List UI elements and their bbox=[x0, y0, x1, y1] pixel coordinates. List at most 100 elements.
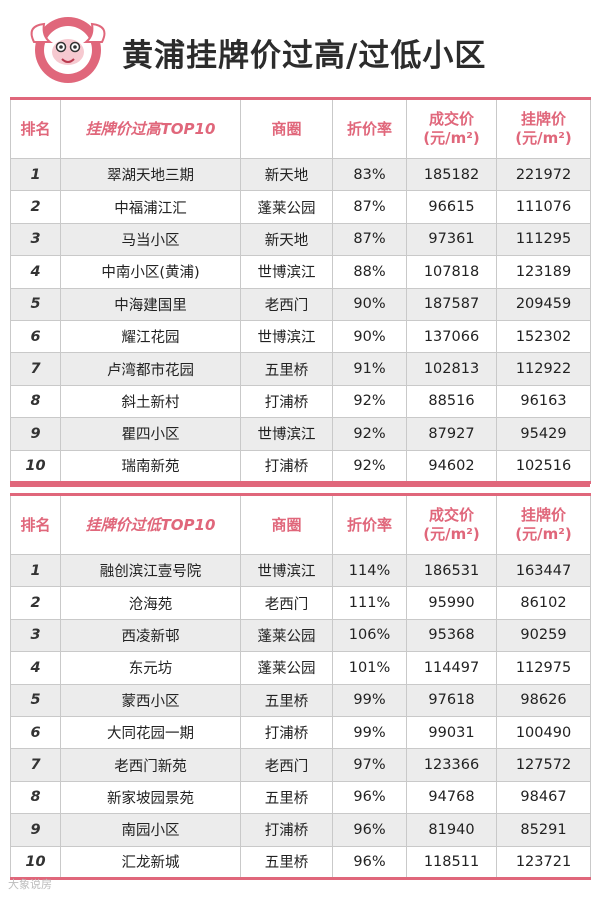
cell-list-price: 96163 bbox=[496, 384, 591, 419]
table-row: 6 大同花园一期 打浦桥 99% 99031 100490 bbox=[10, 715, 591, 750]
cell-rank: 7 bbox=[10, 352, 61, 386]
cell-deal-price: 123366 bbox=[406, 748, 497, 782]
cell-list-price: 111295 bbox=[496, 222, 591, 257]
table-row: 2 中福浦江汇 蓬莱公园 87% 96615 111076 bbox=[10, 190, 591, 224]
table-header-row: 排名 挂牌价过低TOP10 商圈 折价率 成交价 (元/m²) 挂牌价 (元/m²) bbox=[10, 493, 591, 555]
cell-discount-rate: 101% bbox=[332, 651, 407, 685]
table-row: 3 马当小区 新天地 87% 97361 111295 bbox=[10, 222, 591, 257]
cell-list-price: 111076 bbox=[496, 190, 591, 224]
cell-rank: 6 bbox=[10, 319, 61, 354]
page-header: 黄浦挂牌价过高/过低小区 bbox=[0, 0, 600, 95]
cell-discount-rate: 99% bbox=[332, 683, 407, 717]
cell-area: 打浦桥 bbox=[240, 813, 333, 847]
table-row: 7 老西门新苑 老西门 97% 123366 127572 bbox=[10, 748, 591, 782]
cell-list-price: 112975 bbox=[496, 651, 591, 685]
col-list-price-label: 挂牌价 bbox=[520, 506, 566, 524]
table-row: 1 翠湖天地三期 新天地 83% 185182 221972 bbox=[10, 157, 591, 192]
table-low-price: 排名 挂牌价过低TOP10 商圈 折价率 成交价 (元/m²) 挂牌价 (元/m²)… bbox=[10, 493, 591, 880]
cell-community-name: 中南小区(黄浦) bbox=[60, 255, 241, 289]
cell-deal-price: 97618 bbox=[406, 683, 497, 717]
cell-discount-rate: 111% bbox=[332, 586, 407, 620]
mascot-logo-icon bbox=[30, 17, 106, 83]
cell-discount-rate: 90% bbox=[332, 319, 407, 354]
cell-rank: 9 bbox=[10, 813, 61, 847]
cell-list-price: 152302 bbox=[496, 319, 591, 354]
cell-discount-rate: 96% bbox=[332, 845, 407, 880]
table-row: 10 汇龙新城 五里桥 96% 118511 123721 bbox=[10, 845, 591, 880]
cell-list-price: 98626 bbox=[496, 683, 591, 717]
cell-list-price: 90259 bbox=[496, 618, 591, 653]
cell-community-name: 中福浦江汇 bbox=[60, 190, 241, 224]
cell-community-name: 中海建国里 bbox=[60, 287, 241, 321]
col-discount: 折价率 bbox=[332, 493, 407, 555]
table-row: 2 沧海苑 老西门 111% 95990 86102 bbox=[10, 586, 591, 620]
cell-discount-rate: 96% bbox=[332, 813, 407, 847]
col-deal-price: 成交价 (元/m²) bbox=[406, 97, 497, 159]
cell-area: 蓬莱公园 bbox=[240, 190, 333, 224]
col-list-price-unit: (元/m²) bbox=[515, 129, 572, 147]
watermark-text: 大象说房 bbox=[8, 878, 52, 891]
cell-community-name: 翠湖天地三期 bbox=[60, 157, 241, 192]
cell-list-price: 123721 bbox=[496, 845, 591, 880]
cell-rank: 2 bbox=[10, 586, 61, 620]
cell-deal-price: 99031 bbox=[406, 715, 497, 750]
col-rank: 排名 bbox=[10, 97, 61, 159]
table-row: 8 新家坡园景苑 五里桥 96% 94768 98467 bbox=[10, 780, 591, 815]
table-row: 6 耀江花园 世博滨江 90% 137066 152302 bbox=[10, 319, 591, 354]
cell-area: 打浦桥 bbox=[240, 384, 333, 419]
cell-discount-rate: 87% bbox=[332, 222, 407, 257]
cell-discount-rate: 90% bbox=[332, 287, 407, 321]
cell-deal-price: 94602 bbox=[406, 449, 497, 484]
cell-community-name: 蒙西小区 bbox=[60, 683, 241, 717]
cell-deal-price: 87927 bbox=[406, 417, 497, 451]
cell-community-name: 瑞南新苑 bbox=[60, 449, 241, 484]
cell-list-price: 102516 bbox=[496, 449, 591, 484]
col-list-price-label: 挂牌价 bbox=[520, 110, 566, 128]
cell-community-name: 融创滨江壹号院 bbox=[60, 553, 241, 588]
cell-discount-rate: 106% bbox=[332, 618, 407, 653]
cell-rank: 3 bbox=[10, 618, 61, 653]
cell-community-name: 卢湾都市花园 bbox=[60, 352, 241, 386]
cell-community-name: 老西门新苑 bbox=[60, 748, 241, 782]
cell-discount-rate: 99% bbox=[332, 715, 407, 750]
cell-list-price: 163447 bbox=[496, 553, 591, 588]
col-deal-price-label: 成交价 bbox=[428, 110, 474, 128]
cell-discount-rate: 92% bbox=[332, 449, 407, 484]
cell-deal-price: 102813 bbox=[406, 352, 497, 386]
cell-list-price: 98467 bbox=[496, 780, 591, 815]
col-deal-price-label: 成交价 bbox=[428, 506, 474, 524]
cell-area: 世博滨江 bbox=[240, 255, 333, 289]
cell-deal-price: 88516 bbox=[406, 384, 497, 419]
cell-list-price: 86102 bbox=[496, 586, 591, 620]
cell-rank: 1 bbox=[10, 553, 61, 588]
cell-area: 世博滨江 bbox=[240, 417, 333, 451]
cell-area: 新天地 bbox=[240, 157, 333, 192]
cell-discount-rate: 92% bbox=[332, 384, 407, 419]
cell-community-name: 沧海苑 bbox=[60, 586, 241, 620]
cell-rank: 1 bbox=[10, 157, 61, 192]
cell-area: 打浦桥 bbox=[240, 449, 333, 484]
cell-deal-price: 186531 bbox=[406, 553, 497, 588]
cell-deal-price: 114497 bbox=[406, 651, 497, 685]
cell-area: 五里桥 bbox=[240, 352, 333, 386]
table-row: 1 融创滨江壹号院 世博滨江 114% 186531 163447 bbox=[10, 553, 591, 588]
table-high-price: 排名 挂牌价过高TOP10 商圈 折价率 成交价 (元/m²) 挂牌价 (元/m²)… bbox=[10, 97, 591, 484]
cell-discount-rate: 87% bbox=[332, 190, 407, 224]
cell-rank: 5 bbox=[10, 683, 61, 717]
cell-deal-price: 107818 bbox=[406, 255, 497, 289]
cell-area: 打浦桥 bbox=[240, 715, 333, 750]
cell-area: 新天地 bbox=[240, 222, 333, 257]
cell-community-name: 瞿四小区 bbox=[60, 417, 241, 451]
cell-rank: 9 bbox=[10, 417, 61, 451]
table-row: 9 瞿四小区 世博滨江 92% 87927 95429 bbox=[10, 417, 591, 451]
cell-area: 老西门 bbox=[240, 748, 333, 782]
cell-list-price: 221972 bbox=[496, 157, 591, 192]
cell-list-price: 209459 bbox=[496, 287, 591, 321]
cell-rank: 8 bbox=[10, 780, 61, 815]
table-row: 5 中海建国里 老西门 90% 187587 209459 bbox=[10, 287, 591, 321]
col-deal-price: 成交价 (元/m²) bbox=[406, 493, 497, 555]
cell-deal-price: 94768 bbox=[406, 780, 497, 815]
col-name: 挂牌价过高TOP10 bbox=[60, 97, 241, 159]
cell-discount-rate: 97% bbox=[332, 748, 407, 782]
cell-deal-price: 118511 bbox=[406, 845, 497, 880]
